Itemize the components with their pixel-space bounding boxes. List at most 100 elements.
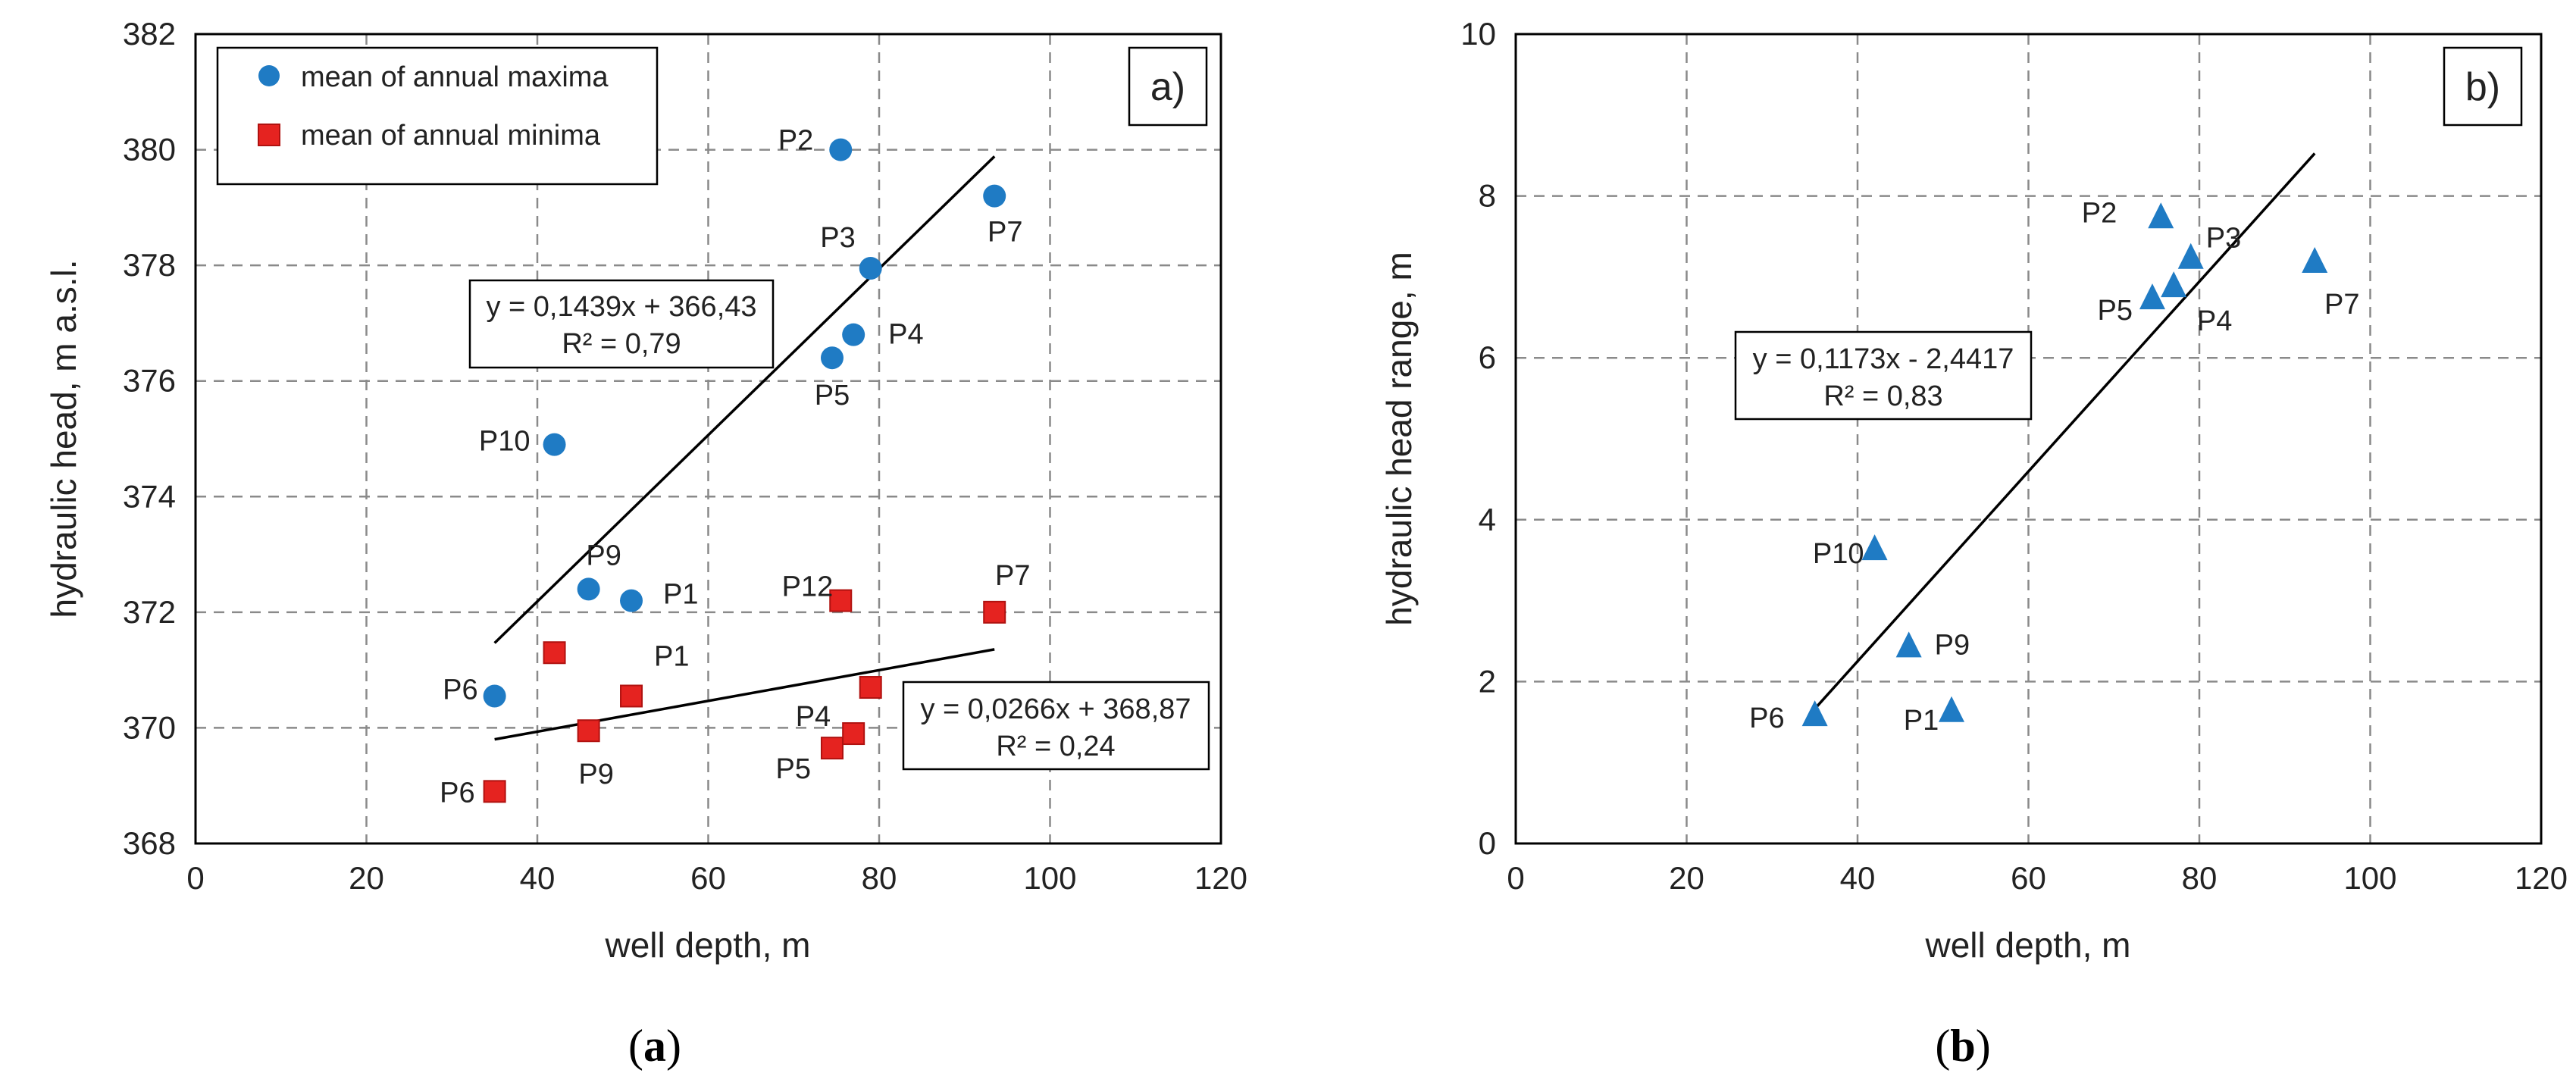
chart-a-equation-box-maxima: y = 0,1439x + 366,43 R² = 0,79 [468, 279, 775, 369]
caption-a-close: ) [666, 1021, 681, 1071]
caption-a-letter: a [643, 1021, 666, 1071]
caption-b-close: ) [1976, 1021, 1991, 1071]
caption-b: (b) [1935, 1021, 1990, 1071]
chart-a-point-P9 [577, 719, 600, 743]
caption-b-open: ( [1935, 1021, 1950, 1071]
caption-a-open: ( [628, 1021, 643, 1071]
caption-b-letter: b [1950, 1021, 1975, 1071]
chart-a-equation-box-minima-frame [902, 681, 1210, 771]
chart-a-y-tick-label: 368 [123, 825, 176, 861]
chart-a-y-tick-label: 374 [123, 478, 176, 514]
chart-a-grid [196, 34, 1221, 843]
chart-b-point-P9 [1895, 631, 1922, 658]
chart-a-y-tick-label: 370 [123, 709, 176, 745]
chart-a-point-label: P3 [820, 222, 855, 254]
chart-b: 0 20 40 60 80 100 120 0 2 4 6 8 10 P1 P2 P3 P4 P5 P6 P7 P9… [1379, 16, 2568, 1071]
chart-b-x-tick-label: 20 [1669, 860, 1704, 896]
chart-a-x-axis-title: well depth, m [604, 925, 810, 965]
chart-a-y-tick-label: 376 [123, 363, 176, 399]
chart-a-point-label: P9 [586, 540, 621, 571]
chart-a-point-P4 [842, 722, 865, 746]
chart-b-x-tick-label: 60 [2011, 860, 2046, 896]
chart-a-x-ticks: 0 20 40 60 80 100 120 [186, 860, 1247, 896]
chart-a-point-label: P7 [988, 217, 1022, 249]
chart-b-point-label: P9 [1935, 629, 1970, 661]
chart-a-equation-box-maxima-frame [468, 279, 775, 369]
chart-a-point-label: P2 [778, 125, 813, 157]
chart-b-point-P6 [1801, 700, 1828, 727]
chart-a-x-tick-label: 100 [1023, 860, 1076, 896]
chart-a-point-label: P6 [443, 674, 477, 706]
chart-b-x-tick-label: 0 [1507, 860, 1524, 896]
chart-b-trendlines [1814, 152, 2316, 710]
legend-maxima-label: mean of annual maxima [301, 61, 609, 93]
chart-a-equation-maxima: y = 0,1439x + 366,43 [486, 291, 756, 323]
chart-b-y-tick-label: 2 [1479, 663, 1496, 699]
chart-a-point-P4 [842, 323, 865, 346]
chart-a-point-label: P4 [888, 319, 923, 351]
chart-a-legend-frame [216, 46, 659, 186]
chart-b-plot-frame [1514, 33, 2543, 845]
chart-a-point-label: P10 [479, 426, 531, 458]
chart-b-equation-box: y = 0,1173x - 2,4417 R² = 0,83 [1734, 330, 2033, 421]
chart-a-y-axis-title: hydraulic head, m a.s.l. [44, 259, 83, 618]
chart-a-equation-box-minima: y = 0,0266x + 368,87 R² = 0,24 [902, 681, 1210, 771]
chart-a-point-label: P5 [815, 380, 850, 412]
chart-a-y-tick-label: 382 [123, 16, 176, 52]
chart-b-y-axis-title: hydraulic head range, m [1379, 252, 1419, 626]
chart-a-legend: mean of annual maxima mean of annual min… [216, 46, 659, 186]
caption-a: (a) [628, 1021, 681, 1071]
chart-a-panel-label-text: a) [1150, 65, 1185, 109]
chart-a-panel-label-frame [1128, 46, 1208, 127]
chart-b-point-label: P3 [2206, 223, 2241, 255]
chart-a-point-label: P5 [776, 753, 811, 785]
chart-b-point-label: P6 [1749, 703, 1784, 734]
chart-a-point-P7 [983, 184, 1006, 208]
chart-a-panel-label: a) [1128, 46, 1208, 127]
chart-a-point-label: P1 [663, 579, 698, 611]
chart-a-equation-minima: y = 0,0266x + 368,87 [920, 693, 1191, 725]
chart-a-x-tick-label: 40 [520, 860, 556, 896]
chart-b-y-tick-label: 4 [1479, 502, 1496, 537]
chart-a: 0 20 40 60 80 100 120 368 370 372 374 376 378 380 382… [44, 16, 1247, 1071]
chart-a-point-P5 [820, 346, 844, 370]
chart-b-panel-label: b) [2443, 46, 2523, 127]
chart-b-x-tick-label: 80 [2182, 860, 2218, 896]
chart-b-point-label: P7 [2324, 289, 2359, 321]
chart-b-point-P10 [1861, 534, 1888, 561]
chart-b-y-ticks: 0 2 4 6 8 10 [1460, 16, 1496, 861]
chart-b-point-P1 [1939, 696, 1965, 722]
chart-b-equation: y = 0,1173x - 2,4417 [1753, 343, 2014, 375]
chart-a-x-tick-label: 80 [862, 860, 897, 896]
chart-b-x-axis-title: well depth, m [1924, 925, 2130, 965]
chart-a-r2-minima: R² = 0,24 [996, 731, 1115, 762]
chart-a-y-tick-label: 380 [123, 132, 176, 167]
chart-a-point-unlabeled [543, 641, 566, 665]
chart-a-point-P5 [820, 737, 844, 760]
chart-b-equation-box-frame [1734, 330, 2033, 421]
chart-a-point-unlabeled [859, 676, 882, 699]
chart-a-x-tick-label: 20 [349, 860, 384, 896]
chart-a-point-P6 [483, 780, 506, 803]
chart-a-x-tick-label: 60 [690, 860, 726, 896]
chart-a-plot-frame [194, 33, 1222, 845]
chart-a-point-P9 [577, 577, 600, 601]
chart-a-point-P3 [859, 256, 882, 280]
chart-a-point-label: P9 [578, 759, 613, 790]
chart-a-x-tick-label: 0 [186, 860, 204, 896]
chart-b-x-tick-label: 40 [1840, 860, 1876, 896]
chart-b-point-label: P5 [2098, 295, 2133, 327]
legend-minima-label: mean of annual minima [301, 120, 601, 152]
chart-b-point-label: P2 [2082, 197, 2117, 229]
chart-b-x-tick-label: 120 [2515, 860, 2568, 896]
chart-a-point-P1 [620, 589, 643, 612]
chart-a-trendline-0 [493, 155, 996, 644]
chart-a-y-ticks: 368 370 372 374 376 378 380 382 [123, 16, 176, 861]
chart-a-y-tick-label: 378 [123, 247, 176, 283]
chart-b-x-tick-label: 100 [2343, 860, 2396, 896]
chart-b-point-P2 [2148, 202, 2174, 229]
chart-a-r2-maxima: R² = 0,79 [562, 328, 681, 360]
chart-b-x-ticks: 0 20 40 60 80 100 120 [1507, 860, 2568, 896]
chart-b-y-tick-label: 6 [1479, 340, 1496, 375]
chart-b-panel-label-text: b) [2465, 65, 2500, 109]
